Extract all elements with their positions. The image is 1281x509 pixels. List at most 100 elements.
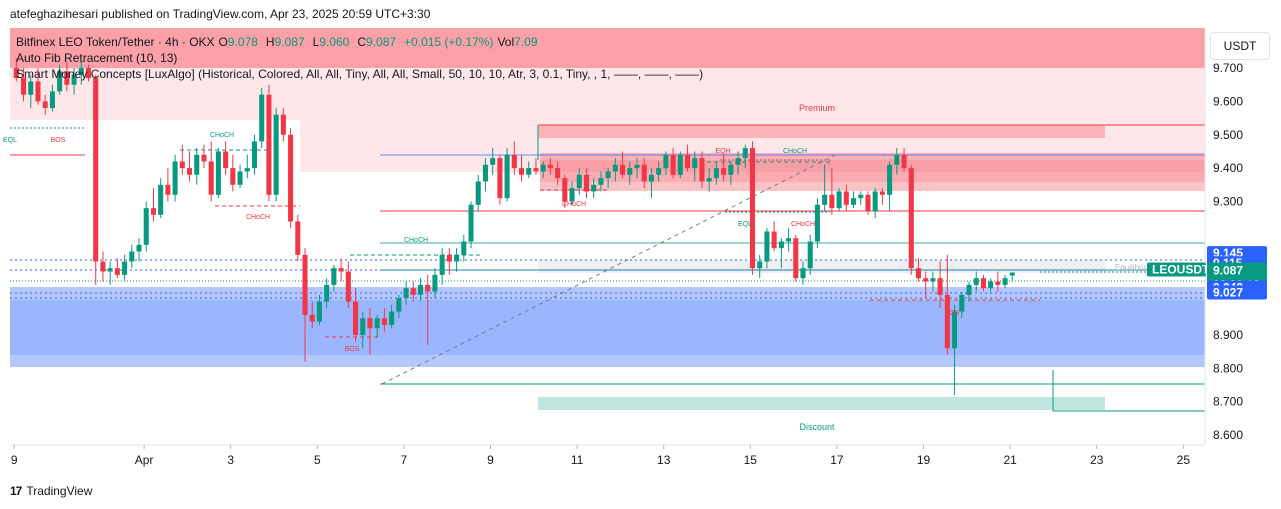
candle-body (786, 238, 792, 242)
candle-body (627, 168, 633, 175)
smc-structure-label: CHoCH (404, 237, 428, 244)
candle-body (519, 168, 525, 175)
equilibrium-box (538, 260, 1105, 273)
candle-body (158, 184, 164, 215)
candle-body (396, 298, 402, 312)
candle-body (872, 191, 878, 212)
candle-body (944, 294, 950, 349)
y-tick-label: 8.900 (1213, 328, 1243, 342)
candle-body (13, 68, 19, 79)
candle-body (1002, 278, 1008, 285)
candle-body (468, 204, 474, 242)
candle-body (42, 101, 48, 109)
candle-body (908, 168, 914, 269)
tradingview-footer[interactable]: 17 TradingView (10, 484, 92, 498)
candle-body (475, 181, 481, 205)
candle-body (143, 208, 149, 245)
order-block-bear (540, 153, 1205, 191)
indicator-smc[interactable]: Smart Money Concepts [LuxAlgo] (Historic… (16, 67, 704, 81)
smc-structure-label: EQL (3, 137, 17, 144)
x-tick-label: 11 (571, 453, 584, 467)
candle-body (179, 161, 185, 169)
x-tick-label: 13 (657, 453, 671, 467)
candle-body (533, 168, 539, 172)
y-tick-label: 8.700 (1213, 395, 1243, 409)
indicator-auto-fib[interactable]: Auto Fib Retracement (10, 13) (16, 51, 178, 65)
candle-body (930, 278, 936, 282)
candle-body (28, 81, 34, 95)
chart-legend: Bitfinex LEO Token/Tether · 4h · OKX O9.… (16, 34, 703, 82)
last-price-symbol: LEOUSDT (1152, 263, 1210, 277)
candle-body (620, 164, 626, 175)
candle-body (389, 311, 395, 325)
candle-body (742, 148, 748, 159)
candle-body (540, 164, 546, 172)
discount-label: Discount (799, 422, 835, 432)
candle-body (57, 71, 63, 92)
candle-body (345, 271, 351, 302)
candle-body (165, 184, 171, 195)
smc-structure-label: CHoCH (783, 148, 807, 155)
y-tick-label: 8.600 (1213, 428, 1243, 442)
candle-body (331, 268, 337, 285)
candle-body (634, 164, 640, 169)
candle-body (583, 174, 590, 192)
candle-body (692, 158, 698, 169)
candle-body (302, 254, 308, 315)
candle-body (555, 168, 561, 179)
y-tick-label: 8.800 (1213, 361, 1243, 375)
candle-body (71, 74, 77, 85)
candle-body (887, 164, 893, 195)
candle-body (230, 168, 236, 185)
candle-body (504, 154, 510, 199)
candle-body (749, 148, 756, 269)
x-tick-label: 17 (830, 453, 844, 467)
currency-button[interactable]: USDT (1210, 32, 1270, 60)
candle-body (670, 154, 676, 175)
candle-body (995, 281, 1001, 285)
candle-body (648, 174, 654, 182)
candle-body (988, 281, 994, 289)
y-tick-label: 9.400 (1213, 161, 1243, 175)
candle-body (360, 318, 366, 335)
symbol-title[interactable]: Bitfinex LEO Token/Tether · 4h · OKX (16, 35, 215, 49)
candle-body (49, 91, 55, 109)
candle-body (288, 134, 294, 222)
y-tick-label: 9.600 (1213, 94, 1243, 108)
candle-body (764, 231, 770, 262)
candle-body (316, 301, 322, 322)
candle-body (800, 268, 806, 279)
candle-body (129, 251, 135, 262)
price-tags: 9.1459.115LEOUSDT9.08702:30:129.0429.027 (1147, 246, 1267, 300)
candle-body (381, 318, 387, 325)
candle-body (843, 191, 849, 205)
last-price-tag (1147, 262, 1206, 277)
candle-body (547, 164, 553, 169)
candle-body (309, 314, 315, 322)
x-tick-label: 23 (1090, 453, 1104, 467)
smc-structure-label: EQH (715, 148, 730, 155)
premium-box (538, 125, 1105, 138)
ohlc-open: O9.078 (218, 35, 258, 49)
candle-body (923, 278, 929, 282)
candle-body (295, 221, 301, 255)
candle-body (403, 288, 409, 299)
candle-body (879, 191, 885, 195)
candle-body (353, 301, 359, 335)
y-tick-label: 9.500 (1213, 128, 1243, 142)
candle-body (237, 171, 243, 185)
ohlc-high: H9.087 (265, 35, 305, 49)
candle-body (591, 184, 597, 192)
candle-body (966, 284, 972, 295)
x-tick-label: 25 (1177, 453, 1191, 467)
candle-body (814, 204, 820, 242)
candle-body (21, 78, 27, 95)
candle-body (713, 168, 719, 179)
candle-body (93, 78, 99, 262)
candle-body (829, 194, 835, 209)
candle-body (367, 318, 373, 329)
equilibrium-label: Equilibrium (1115, 263, 1155, 272)
candle-body (562, 178, 568, 202)
y-tick-label: 9.300 (1213, 194, 1243, 208)
